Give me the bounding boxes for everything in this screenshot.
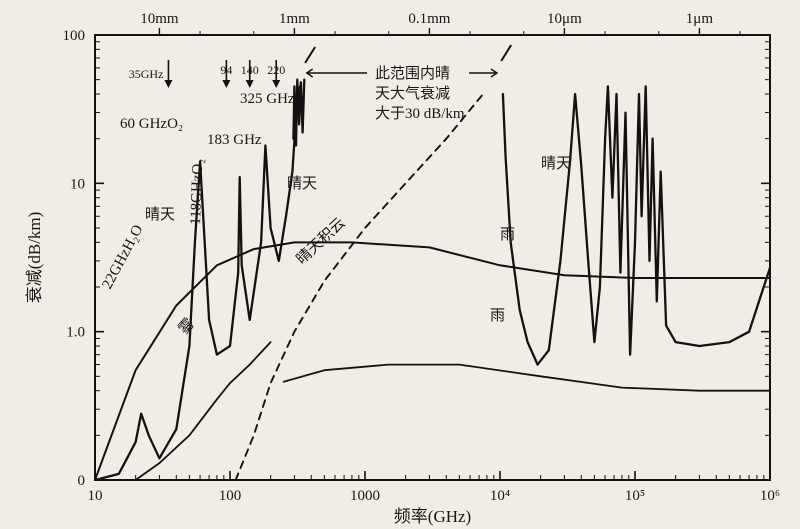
x-tick-label: 10 bbox=[88, 488, 103, 504]
freq-arrow-label: 220 bbox=[267, 63, 285, 77]
x-tick-label: 100 bbox=[219, 488, 242, 504]
note-line: 天大气衰减 bbox=[375, 85, 450, 102]
top-tick-label: 1μm bbox=[686, 11, 714, 27]
x-tick-label: 10⁴ bbox=[490, 488, 510, 504]
annotation: 晴天 bbox=[145, 206, 175, 223]
curve-clear_ir bbox=[503, 86, 770, 364]
freq-arrow-label: 94 bbox=[220, 63, 232, 77]
y-tick-label: 0 bbox=[78, 473, 86, 489]
y-tick-label: 1.0 bbox=[66, 325, 85, 341]
annotation: 雨 bbox=[490, 308, 505, 324]
note-line: 大于30 dB/km bbox=[375, 105, 465, 122]
x-tick-label: 10⁵ bbox=[625, 488, 645, 504]
annotation: 晴天 bbox=[287, 175, 317, 192]
curve-rain bbox=[95, 242, 770, 480]
annotation: 325 GHz bbox=[240, 91, 295, 107]
x-axis-label: 频率(GHz) bbox=[394, 507, 471, 526]
freq-arrow-label: 140 bbox=[241, 63, 259, 77]
annotation: 雾 bbox=[175, 315, 198, 338]
annotation: 晴天 bbox=[541, 155, 571, 172]
top-tick-label: 10mm bbox=[140, 11, 179, 27]
top-tick-label: 10μm bbox=[547, 11, 582, 27]
top-tick-label: 0.1mm bbox=[408, 11, 450, 27]
x-tick-label: 1000 bbox=[350, 488, 380, 504]
curve-cumulus bbox=[236, 94, 484, 480]
top-tick-label: 1mm bbox=[279, 11, 310, 27]
annotation: 22GHzH₂O bbox=[99, 222, 146, 292]
annotation: 183 GHz bbox=[207, 132, 262, 148]
annotation: 118GHzO₂ bbox=[188, 158, 206, 225]
y-tick-label: 10 bbox=[70, 176, 85, 192]
annotation: 晴天积云 bbox=[293, 215, 348, 268]
annotation: 60 GHzO₂ bbox=[120, 116, 183, 132]
freq-arrow-label: 35GHz bbox=[129, 67, 164, 81]
y-axis-label: 衰减(dB/km) bbox=[25, 212, 44, 304]
x-tick-label: 10⁶ bbox=[760, 488, 780, 504]
curve-rain_low bbox=[284, 365, 770, 391]
note-line: 此范围内晴 bbox=[375, 65, 450, 82]
curve-fog bbox=[136, 342, 271, 480]
y-tick-label: 100 bbox=[63, 28, 86, 44]
annotation: 雨 bbox=[500, 227, 515, 243]
